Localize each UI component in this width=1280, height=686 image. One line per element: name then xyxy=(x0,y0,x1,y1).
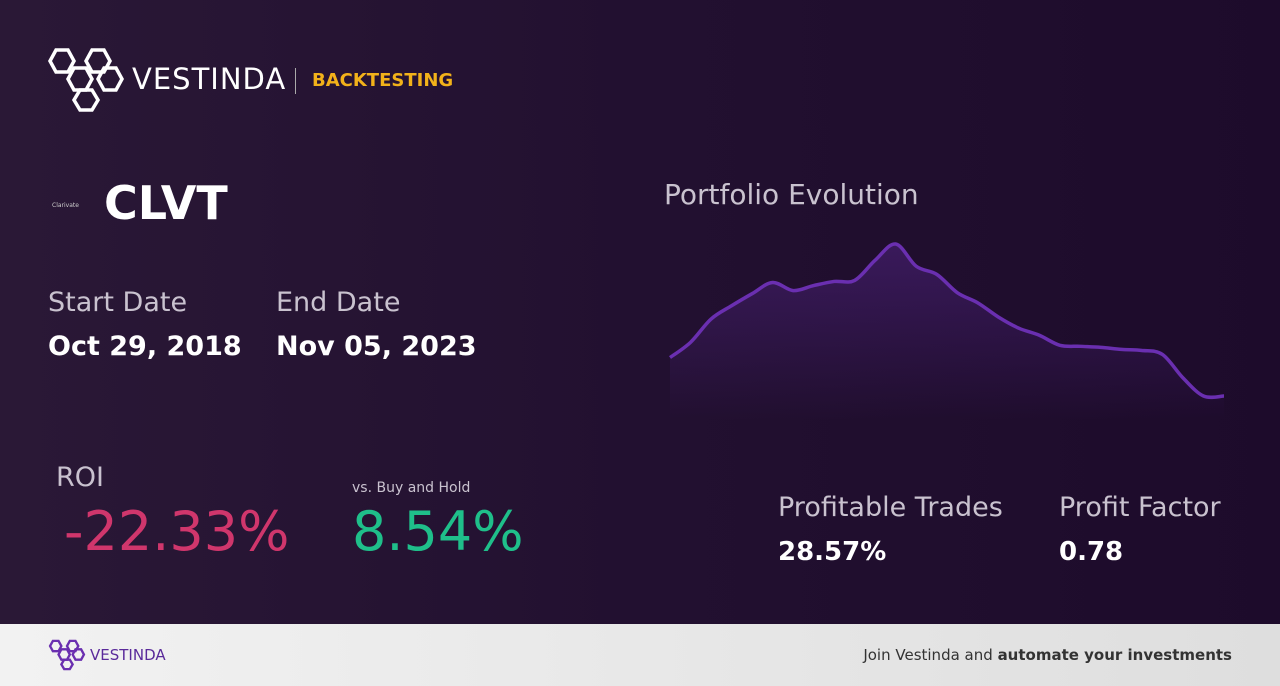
profitable-label: Profitable Trades xyxy=(778,492,1003,523)
brand-name: VESTINDA xyxy=(132,62,287,96)
asset-logo: Clarivate xyxy=(52,202,79,209)
section-label: BACKTESTING xyxy=(312,70,454,91)
roi-label: ROI xyxy=(56,462,104,493)
compare-label: vs. Buy and Hold xyxy=(352,480,471,496)
start-date: Oct 29, 2018 xyxy=(48,331,242,362)
factor-value: 0.78 xyxy=(1059,537,1124,567)
divider xyxy=(295,68,296,94)
start-label: Start Date xyxy=(48,287,188,318)
cta-bold: automate your investments xyxy=(997,646,1232,664)
sparkline xyxy=(668,242,1225,420)
chart-title: Portfolio Evolution xyxy=(664,178,919,211)
compare-value: 8.54% xyxy=(352,500,524,563)
area xyxy=(670,243,1224,420)
footer-logo xyxy=(48,639,86,671)
footer: VESTINDA Join Vestinda and automate your… xyxy=(0,624,1280,686)
footer-cta: Join Vestinda and automate your investme… xyxy=(863,646,1232,664)
brand-logo xyxy=(48,48,124,112)
roi-value: -22.33% xyxy=(64,500,290,563)
cta-plain: Join Vestinda and xyxy=(863,646,993,664)
end-date: Nov 05, 2023 xyxy=(276,331,477,362)
end-label: End Date xyxy=(276,287,401,318)
ticker: CLVT xyxy=(104,176,228,230)
factor-label: Profit Factor xyxy=(1059,492,1221,523)
profitable-value: 28.57% xyxy=(778,537,887,567)
line xyxy=(668,242,1225,400)
footer-brand: VESTINDA xyxy=(90,646,166,664)
